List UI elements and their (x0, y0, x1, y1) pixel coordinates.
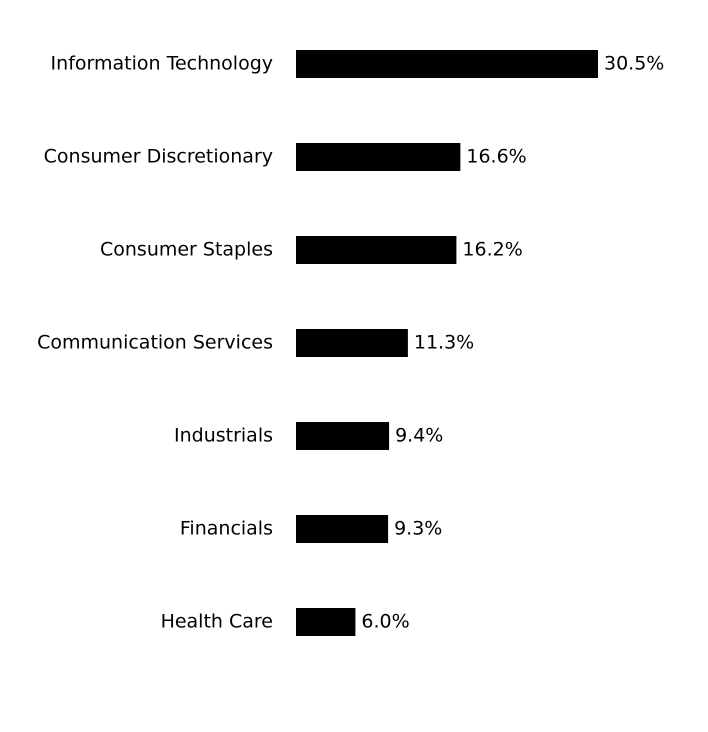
value-label: 9.4% (395, 425, 443, 447)
value-label: 9.3% (394, 518, 442, 540)
category-label: Consumer Staples (100, 239, 273, 261)
bar (296, 608, 356, 636)
value-label: 6.0% (361, 611, 409, 633)
bar (296, 515, 389, 543)
bar (296, 236, 457, 264)
bar (296, 329, 408, 357)
value-label: 16.2% (462, 239, 522, 261)
bar (296, 143, 461, 171)
category-label: Information Technology (51, 53, 273, 75)
value-label: 30.5% (604, 53, 664, 75)
category-label: Health Care (161, 611, 273, 633)
bar (296, 50, 598, 78)
category-label: Financials (180, 518, 273, 540)
value-label: 11.3% (414, 332, 474, 354)
bar (296, 422, 390, 450)
category-label: Communication Services (37, 332, 273, 354)
value-label: 16.6% (466, 146, 526, 168)
category-label: Consumer Discretionary (44, 146, 273, 168)
category-label: Industrials (174, 425, 273, 447)
